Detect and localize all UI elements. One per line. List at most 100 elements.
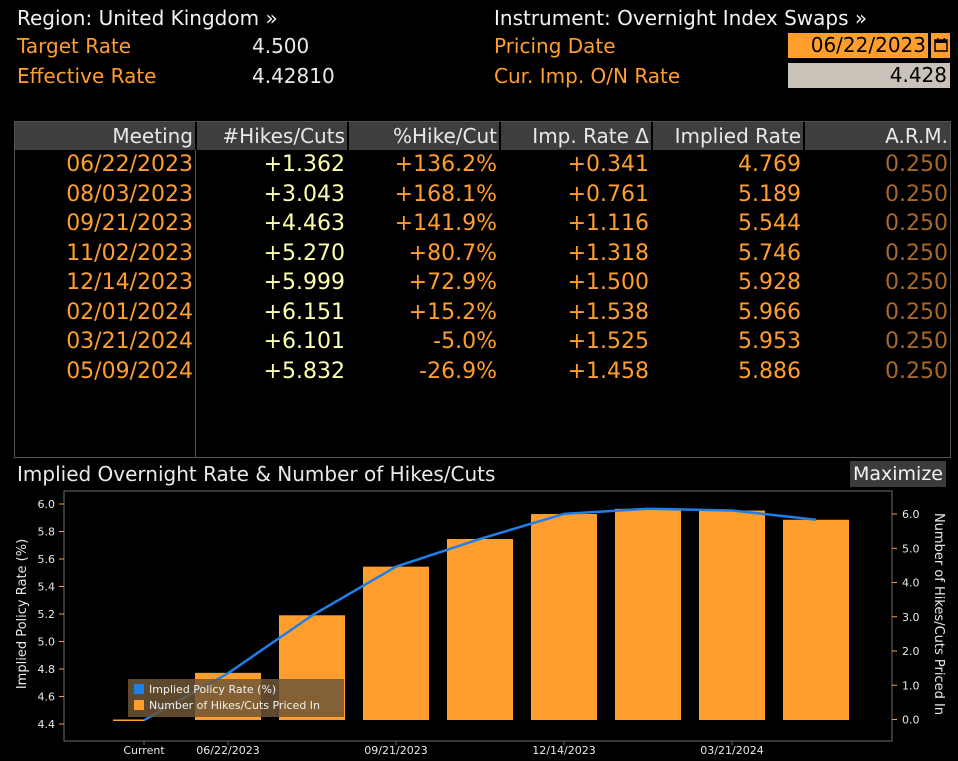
left-tick-label: 5.2	[38, 608, 56, 621]
hikes-cuts-value: +6.151	[263, 299, 345, 325]
x-tick-label: Current	[123, 744, 165, 757]
hikes-cuts-value: +4.463	[263, 211, 345, 236]
imp-rate-delta-value: +1.318	[567, 240, 649, 266]
hikes-cuts-value: +5.999	[263, 270, 345, 295]
hikes-cuts-value: +6.101	[263, 329, 345, 354]
bar-hikes-11/02/2023	[447, 539, 513, 720]
right-tick-label: 6.0	[902, 508, 920, 521]
col-implied-rate[interactable]: Implied Rate	[653, 122, 803, 150]
column-divider	[195, 150, 196, 457]
legend-item-line: Implied Policy Rate (%)	[134, 682, 276, 698]
left-tick-label: 4.4	[38, 718, 56, 731]
table-row[interactable]: 12/14/2023 +5.999 +72.9% +1.500 5.928 0.…	[15, 268, 950, 297]
left-axis-label: Implied Policy Rate (%)	[15, 539, 30, 689]
pct-hike-value: +141.9%	[394, 211, 497, 236]
meeting-date: 11/02/2023	[66, 240, 193, 266]
pct-hike-value: +136.2%	[394, 152, 497, 177]
imp-rate-delta-value: +1.116	[567, 211, 649, 236]
cur-imp-rate-label: Cur. Imp. O/N Rate	[494, 64, 681, 88]
pct-hike-value: +168.1%	[394, 181, 497, 207]
implied-rate-value: 5.953	[738, 329, 801, 354]
arm-value: 0.250	[885, 181, 948, 207]
table-row[interactable]: 09/21/2023 +4.463 +141.9% +1.116 5.544 0…	[15, 209, 950, 238]
meeting-date: 03/21/2024	[66, 329, 193, 354]
col-arm[interactable]: A.R.M.	[805, 122, 950, 150]
left-tick-label: 4.6	[38, 691, 56, 704]
meetings-table	[14, 121, 951, 458]
table-row[interactable]: 05/09/2024 +5.832 -26.9% +1.458 5.886 0.…	[15, 357, 950, 386]
implied-rate-value: 4.769	[738, 152, 801, 177]
x-tick-label: 03/21/2024	[700, 744, 763, 757]
chart-legend: Implied Policy Rate (%) Number of Hikes/…	[128, 679, 344, 717]
target-rate-value: 4.500	[252, 34, 310, 58]
left-tick-label: 4.8	[38, 663, 56, 676]
col-hikes-cuts[interactable]: #Hikes/Cuts	[197, 122, 347, 150]
table-row[interactable]: 11/02/2023 +5.270 +80.7% +1.318 5.746 0.…	[15, 239, 950, 268]
col-imp-rate-delta[interactable]: Imp. Rate Δ	[501, 122, 651, 150]
legend-swatch-line	[134, 684, 144, 694]
right-tick-label: 4.0	[902, 577, 920, 590]
pct-hike-value: -26.9%	[419, 358, 497, 384]
cur-imp-rate-field[interactable]: 4.428	[788, 63, 950, 88]
implied-rate-value: 5.928	[738, 270, 801, 295]
left-tick-label: 5.4	[38, 581, 56, 594]
region-selector[interactable]: Region: United Kingdom »	[17, 6, 278, 30]
right-tick-label: 0.0	[902, 714, 920, 727]
table-header: Meeting #Hikes/Cuts %Hike/Cut Imp. Rate …	[15, 122, 950, 150]
col-pct-hike-cut[interactable]: %Hike/Cut	[349, 122, 499, 150]
arm-value: 0.250	[885, 299, 948, 325]
table-row[interactable]: 08/03/2023 +3.043 +168.1% +0.761 5.189 0…	[15, 180, 950, 209]
x-tick-label: 09/21/2023	[364, 744, 427, 757]
meeting-date: 02/01/2024	[66, 299, 193, 325]
left-tick-label: 5.0	[38, 636, 56, 649]
pricing-date-field[interactable]: 06/22/2023	[788, 33, 928, 58]
implied-rate-value: 5.746	[738, 240, 801, 266]
bar-hikes-09/21/2023	[363, 566, 429, 720]
pct-hike-value: -5.0%	[433, 329, 497, 354]
implied-rate-chart[interactable]: 4.4 4.6 4.8 5.0 5.2 5.4 5.6 5.8 6.0 0.0 1.0 2.0 3.0 4…	[0, 488, 958, 761]
left-tick-label: 5.8	[38, 526, 56, 539]
arm-value: 0.250	[885, 152, 948, 177]
imp-rate-delta-value: +1.500	[567, 270, 649, 295]
plot-frame	[63, 490, 893, 742]
meeting-date: 09/21/2023	[66, 211, 193, 236]
arm-value: 0.250	[885, 270, 948, 295]
implied-rate-value: 5.966	[738, 299, 801, 325]
meeting-date: 08/03/2023	[66, 181, 193, 207]
implied-rate-value: 5.886	[738, 358, 801, 384]
table-row[interactable]: 03/21/2024 +6.101 -5.0% +1.525 5.953 0.2…	[15, 327, 950, 356]
right-tick-label: 1.0	[902, 679, 920, 692]
legend-item-bar: Number of Hikes/Cuts Priced In	[134, 698, 320, 714]
implied-rate-value: 5.189	[738, 181, 801, 207]
imp-rate-delta-value: +0.341	[567, 152, 649, 177]
calendar-button[interactable]	[930, 33, 950, 58]
legend-label-line: Implied Policy Rate (%)	[149, 683, 277, 696]
right-tick-label: 5.0	[902, 542, 920, 555]
arm-value: 0.250	[885, 358, 948, 384]
instrument-selector[interactable]: Instrument: Overnight Index Swaps »	[494, 6, 868, 30]
arm-value: 0.250	[885, 211, 948, 236]
col-meeting[interactable]: Meeting	[15, 122, 195, 150]
bar-hikes-02/01/2024	[615, 508, 681, 720]
hikes-cuts-value: +5.270	[263, 240, 345, 266]
target-rate-label: Target Rate	[17, 34, 132, 58]
right-tick-label: 3.0	[902, 611, 920, 624]
table-row[interactable]: 06/22/2023 +1.362 +136.2% +0.341 4.769 0…	[15, 150, 950, 179]
table-row[interactable]: 02/01/2024 +6.151 +15.2% +1.538 5.966 0.…	[15, 298, 950, 327]
pct-hike-value: +15.2%	[408, 299, 497, 325]
bar-hikes-03/21/2024	[699, 510, 765, 720]
bar-hikes-12/14/2023	[531, 514, 597, 720]
hikes-cuts-value: +5.832	[263, 358, 345, 384]
hikes-cuts-value: +3.043	[263, 181, 345, 207]
left-tick-label: 5.6	[38, 553, 56, 566]
arm-value: 0.250	[885, 240, 948, 266]
maximize-button[interactable]: Maximize	[850, 461, 946, 487]
arm-value: 0.250	[885, 329, 948, 354]
legend-swatch-bar	[134, 700, 144, 710]
right-axis-label: Number of Hikes/Cuts Priced In	[931, 513, 946, 715]
bar-hikes-05/09/2024	[783, 519, 849, 720]
imp-rate-delta-value: +1.458	[567, 358, 649, 384]
meeting-date: 05/09/2024	[66, 358, 193, 384]
meeting-date: 06/22/2023	[66, 152, 193, 177]
legend-label-bar: Number of Hikes/Cuts Priced In	[149, 699, 321, 712]
